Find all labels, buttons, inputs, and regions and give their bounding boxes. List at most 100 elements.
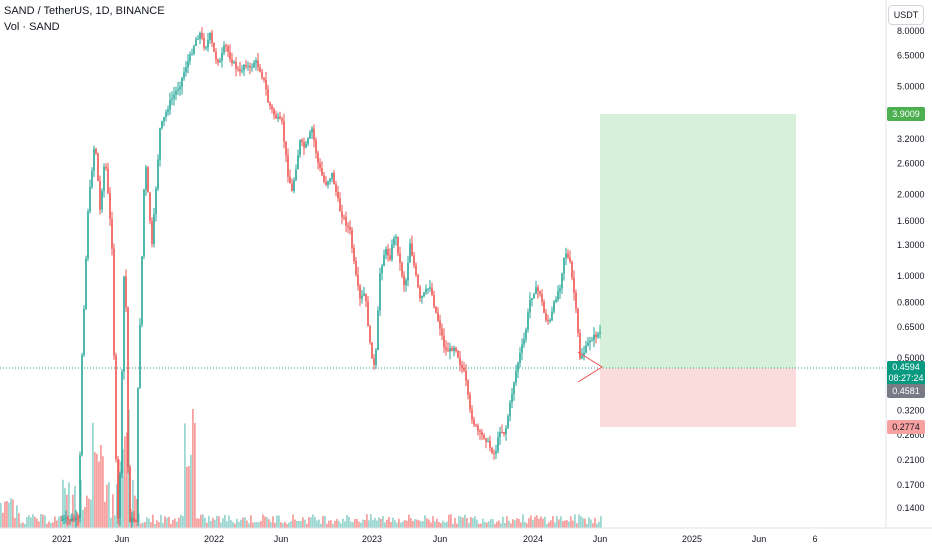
volume-bar bbox=[564, 520, 566, 528]
candle-body bbox=[305, 143, 307, 148]
volume-bar bbox=[530, 515, 532, 528]
volume-bar bbox=[176, 521, 178, 528]
candle-body bbox=[103, 166, 105, 191]
candle-body bbox=[561, 273, 563, 289]
volume-bar bbox=[584, 518, 586, 528]
volume-bar bbox=[108, 482, 110, 528]
candle-body bbox=[395, 236, 397, 239]
volume-bar bbox=[0, 502, 2, 528]
candle-body bbox=[125, 276, 127, 308]
volume-bar bbox=[568, 521, 570, 528]
candle-body bbox=[557, 291, 559, 300]
candle-body bbox=[257, 60, 259, 68]
candle-body bbox=[579, 333, 581, 359]
volume-bar bbox=[494, 523, 496, 528]
candle-body bbox=[591, 340, 593, 342]
candle-body bbox=[181, 77, 183, 87]
volume-bar bbox=[570, 516, 572, 528]
volume-bar bbox=[172, 519, 174, 528]
candle-body bbox=[567, 253, 569, 258]
candle-body bbox=[83, 308, 85, 355]
candle-body bbox=[405, 280, 407, 286]
volume-bar bbox=[124, 436, 126, 528]
candle-body bbox=[165, 112, 167, 118]
candle-body bbox=[137, 387, 139, 522]
candle-body bbox=[249, 65, 251, 68]
candle-body bbox=[205, 47, 207, 49]
candle-body bbox=[131, 518, 133, 523]
volume-bar bbox=[82, 509, 84, 528]
candle-body bbox=[371, 342, 373, 359]
candle-body bbox=[383, 255, 385, 267]
candle-body bbox=[451, 348, 453, 351]
candle-body bbox=[361, 295, 363, 299]
volume-bar bbox=[346, 514, 348, 528]
volume-bar bbox=[66, 494, 68, 528]
candle-body bbox=[587, 342, 589, 346]
volume-bar bbox=[68, 482, 70, 528]
candle-body bbox=[267, 89, 269, 103]
candle-body bbox=[329, 178, 331, 182]
volume-bar bbox=[264, 516, 266, 528]
volume-bar bbox=[136, 499, 138, 528]
volume-bar bbox=[356, 518, 358, 528]
candle-body bbox=[191, 53, 193, 55]
volume-bar bbox=[520, 522, 522, 528]
price-axis[interactable]: 8.0000 6.5000 5.0000 3.2000 2.6000 2.0000 1.60… bbox=[897, 26, 925, 513]
volume-bar bbox=[34, 516, 36, 528]
price-tick-label: 0.5000 bbox=[897, 353, 925, 363]
candle-body bbox=[417, 274, 419, 288]
candle-body bbox=[321, 168, 323, 176]
volume-bar bbox=[574, 514, 576, 528]
profit-zone[interactable] bbox=[600, 114, 796, 368]
candle-body bbox=[477, 425, 479, 431]
volume-series bbox=[0, 408, 602, 528]
volume-bar bbox=[320, 523, 322, 528]
volume-bar bbox=[146, 517, 148, 528]
candle-body bbox=[297, 155, 299, 170]
candle-body bbox=[485, 438, 487, 442]
candle-body bbox=[509, 402, 511, 417]
volume-bar bbox=[236, 518, 238, 528]
currency-button[interactable]: USDT bbox=[888, 5, 924, 25]
loss-zone[interactable] bbox=[600, 368, 796, 427]
volume-bar bbox=[468, 522, 470, 528]
volume-bar bbox=[522, 514, 524, 528]
candle-body bbox=[333, 172, 335, 185]
volume-bar bbox=[332, 523, 334, 528]
volume-bar bbox=[232, 522, 234, 528]
candle-body bbox=[171, 98, 173, 100]
time-tick-label: 6 bbox=[812, 534, 817, 544]
volume-bar bbox=[334, 520, 336, 528]
candle-body bbox=[153, 213, 155, 244]
candle-body bbox=[325, 181, 327, 185]
volume-bar bbox=[302, 517, 304, 528]
symbol-title[interactable]: SAND / TetherUS, 1D, BINANCE bbox=[4, 5, 165, 17]
candle-body bbox=[227, 46, 229, 52]
volume-bar bbox=[30, 517, 32, 528]
candle-body bbox=[537, 287, 539, 292]
volume-bar bbox=[132, 480, 134, 528]
volume-bar bbox=[42, 514, 44, 528]
candle-body bbox=[219, 60, 221, 63]
candle-body bbox=[465, 370, 467, 381]
price-tick-label: 6.5000 bbox=[897, 50, 925, 60]
volume-bar bbox=[378, 517, 380, 528]
candle-body bbox=[419, 287, 421, 299]
candle-body bbox=[379, 273, 381, 311]
volume-legend[interactable]: Vol · SAND bbox=[4, 21, 60, 33]
time-axis[interactable]: 2021 Jun 2022 Jun 2023 Jun 2024 Jun 2025 Jun 6 bbox=[52, 534, 818, 544]
time-tick-label: Jun bbox=[274, 534, 289, 544]
volume-bar bbox=[256, 521, 258, 528]
price-tick-label: 1.3000 bbox=[897, 240, 925, 250]
candle-body bbox=[177, 89, 179, 91]
candle-body bbox=[343, 216, 345, 218]
volume-bar bbox=[406, 520, 408, 528]
candle-body bbox=[447, 349, 449, 352]
candle-body bbox=[283, 121, 285, 142]
candle-body bbox=[243, 65, 245, 71]
volume-bar bbox=[254, 522, 256, 528]
volume-bar bbox=[300, 521, 302, 528]
volume-bar bbox=[80, 480, 82, 528]
